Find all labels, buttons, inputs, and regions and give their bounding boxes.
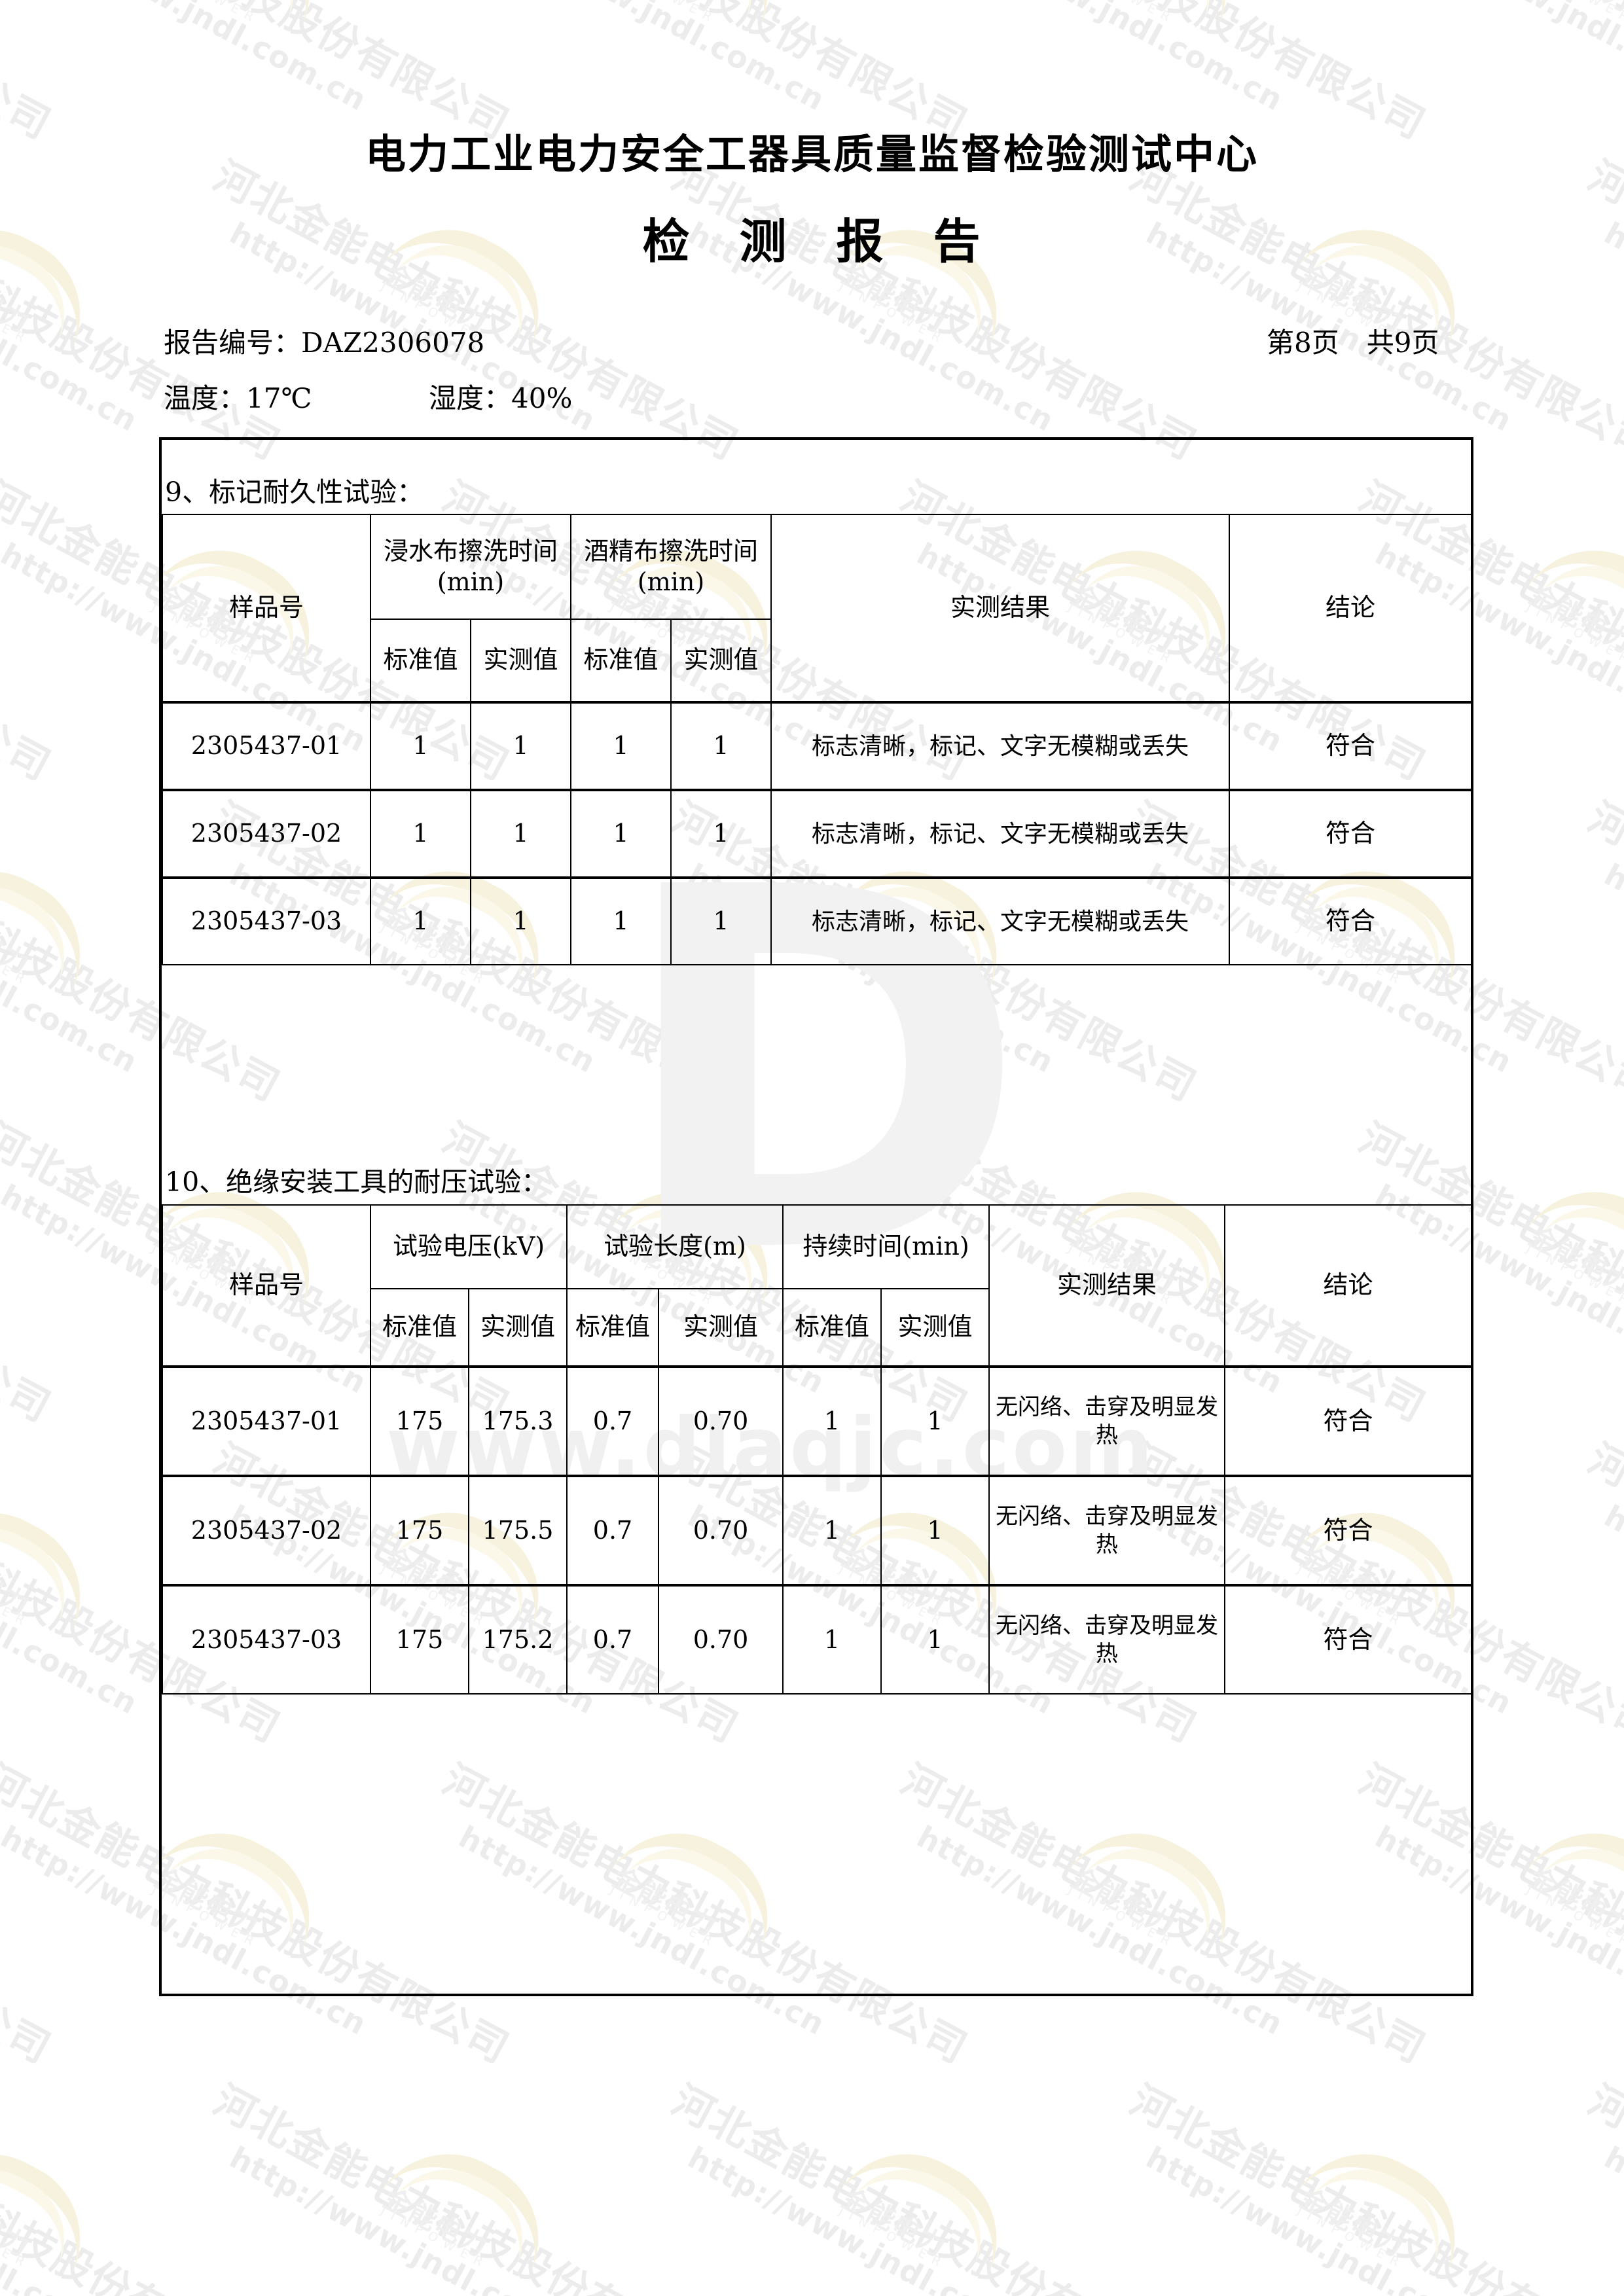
cell-alcohol-measured: 1 bbox=[670, 789, 772, 878]
cell-duration-measured: 1 bbox=[880, 1365, 990, 1477]
cell-conclusion: 符合 bbox=[1224, 1584, 1472, 1695]
cell-length-standard: 0.7 bbox=[566, 1584, 659, 1695]
cell-duration-measured: 1 bbox=[880, 1475, 990, 1586]
cell-voltage-measured: 175.5 bbox=[468, 1475, 568, 1586]
cell-sample-no: 2305437-03 bbox=[162, 1584, 371, 1695]
table-row: 2305437-01 175 175.3 0.7 0.70 1 1 无闪络、击穿… bbox=[162, 1365, 1472, 1477]
col-group-length: 试验长度(m) bbox=[566, 1204, 784, 1289]
report-number: 报告编号：DAZ2306078 bbox=[164, 327, 485, 359]
col-alcohol-measured: 实测值 bbox=[670, 619, 772, 703]
cell-sample-no: 2305437-01 bbox=[162, 701, 371, 791]
cell-voltage-standard: 175 bbox=[370, 1365, 469, 1477]
col-duration-measured: 实测值 bbox=[880, 1288, 990, 1367]
cell-result: 无闪络、击穿及明显发热 bbox=[988, 1475, 1225, 1586]
cell-alcohol-standard: 1 bbox=[570, 701, 672, 791]
cell-length-measured: 0.70 bbox=[658, 1365, 784, 1477]
col-result: 实测结果 bbox=[770, 514, 1231, 703]
cell-length-measured: 0.70 bbox=[658, 1475, 784, 1586]
cell-conclusion: 符合 bbox=[1224, 1475, 1472, 1586]
cell-water-standard: 1 bbox=[370, 701, 471, 791]
cell-result: 标志清晰，标记、文字无模糊或丢失 bbox=[770, 701, 1231, 791]
table-header-row-top: 样品号 试验电压(kV) 试验长度(m) 持续时间(min) 实测结果 结论 bbox=[162, 1204, 1472, 1367]
col-water-measured: 实测值 bbox=[469, 619, 572, 703]
col-result: 实测结果 bbox=[988, 1204, 1225, 1367]
cell-voltage-measured: 175.3 bbox=[468, 1365, 568, 1477]
cell-duration-standard: 1 bbox=[782, 1584, 882, 1695]
table-header-row-sub: 标准值 实测值 标准值 实测值 bbox=[162, 619, 1471, 703]
col-group-voltage: 试验电压(kV) bbox=[370, 1204, 568, 1289]
col-group-water-line2: (min) bbox=[437, 567, 505, 596]
cell-result: 标志清晰，标记、文字无模糊或丢失 bbox=[770, 789, 1231, 878]
cell-alcohol-standard: 1 bbox=[570, 876, 672, 965]
mark-durability-table: 样品号 浸水布擦洗时间 (min) 酒精布擦洗时间 (min) 实测结果 结论 … bbox=[162, 514, 1473, 965]
cell-result: 标志清晰，标记、文字无模糊或丢失 bbox=[770, 876, 1231, 965]
page-indicator: 第8页 共9页 bbox=[1267, 327, 1439, 359]
col-group-alcohol-line2: (min) bbox=[637, 567, 705, 596]
table-row: 2305437-02 1 1 1 1 标志清晰，标记、文字无模糊或丢失 符合 bbox=[162, 789, 1473, 878]
cell-conclusion: 符合 bbox=[1229, 789, 1473, 878]
section-10-heading: 10、绝缘安装工具的耐压试验： bbox=[165, 1166, 549, 1198]
col-sample-no: 样品号 bbox=[162, 1204, 371, 1367]
organization-title: 电力工业电力安全工器具质量监督检验测试中心 bbox=[365, 130, 1259, 178]
cell-voltage-standard: 175 bbox=[370, 1475, 469, 1586]
cell-alcohol-measured: 1 bbox=[670, 876, 772, 965]
col-duration-standard: 标准值 bbox=[782, 1288, 882, 1367]
table-row: 2305437-01 1 1 1 1 标志清晰，标记、文字无模糊或丢失 符合 bbox=[162, 701, 1473, 791]
col-voltage-standard: 标准值 bbox=[370, 1288, 469, 1367]
col-voltage-measured: 实测值 bbox=[468, 1288, 568, 1367]
cell-conclusion: 符合 bbox=[1224, 1365, 1472, 1477]
cell-duration-standard: 1 bbox=[782, 1475, 882, 1586]
cell-voltage-standard: 175 bbox=[370, 1584, 469, 1695]
cell-water-measured: 1 bbox=[469, 876, 572, 965]
cell-water-measured: 1 bbox=[469, 701, 572, 791]
cell-length-standard: 0.7 bbox=[566, 1365, 659, 1477]
col-conclusion: 结论 bbox=[1229, 514, 1473, 703]
cell-result: 无闪络、击穿及明显发热 bbox=[988, 1584, 1225, 1695]
col-sample-no: 样品号 bbox=[162, 514, 371, 703]
table-row: 2305437-03 1 1 1 1 标志清晰，标记、文字无模糊或丢失 符合 bbox=[162, 876, 1473, 965]
cell-sample-no: 2305437-01 bbox=[162, 1365, 371, 1477]
cell-duration-standard: 1 bbox=[782, 1365, 882, 1477]
col-water-standard: 标准值 bbox=[370, 619, 471, 703]
table-header-row-top: 样品号 浸水布擦洗时间 (min) 酒精布擦洗时间 (min) 实测结果 结论 bbox=[162, 514, 1473, 703]
cell-sample-no: 2305437-02 bbox=[162, 1475, 371, 1586]
cell-water-standard: 1 bbox=[370, 876, 471, 965]
cell-alcohol-measured: 1 bbox=[670, 701, 772, 791]
col-group-duration: 持续时间(min) bbox=[782, 1204, 990, 1289]
col-group-alcohol: 酒精布擦洗时间 (min) bbox=[570, 514, 772, 620]
report-body-frame bbox=[159, 437, 1473, 1996]
col-length-measured: 实测值 bbox=[658, 1288, 784, 1367]
col-group-water-line1: 浸水布擦洗时间 bbox=[384, 536, 558, 565]
page-title: 检 测 报 告 bbox=[642, 213, 982, 269]
table-row: 2305437-02 175 175.5 0.7 0.70 1 1 无闪络、击穿… bbox=[162, 1475, 1472, 1586]
cell-voltage-measured: 175.2 bbox=[468, 1584, 568, 1695]
cell-sample-no: 2305437-02 bbox=[162, 789, 371, 878]
col-group-alcohol-line1: 酒精布擦洗时间 bbox=[584, 536, 759, 565]
table-header-row-sub: 标准值 实测值 标准值 实测值 标准值 实测值 bbox=[162, 1288, 1471, 1367]
col-alcohol-standard: 标准值 bbox=[570, 619, 672, 703]
col-group-water: 浸水布擦洗时间 (min) bbox=[369, 514, 572, 620]
cell-conclusion: 符合 bbox=[1229, 701, 1473, 791]
col-conclusion: 结论 bbox=[1224, 1204, 1472, 1367]
section-9-heading: 9、标记耐久性试验： bbox=[165, 476, 424, 508]
cell-sample-no: 2305437-03 bbox=[162, 876, 371, 965]
col-length-standard: 标准值 bbox=[566, 1288, 659, 1367]
cell-length-standard: 0.7 bbox=[566, 1475, 659, 1586]
table-row: 2305437-03 175 175.2 0.7 0.70 1 1 无闪络、击穿… bbox=[162, 1584, 1472, 1695]
cell-water-standard: 1 bbox=[370, 789, 471, 878]
cell-duration-measured: 1 bbox=[880, 1584, 990, 1695]
cell-water-measured: 1 bbox=[469, 789, 572, 878]
humidity-value: 湿度：40% bbox=[429, 382, 573, 414]
cell-alcohol-standard: 1 bbox=[570, 789, 672, 878]
withstand-voltage-table: 样品号 试验电压(kV) 试验长度(m) 持续时间(min) 实测结果 结论 标… bbox=[162, 1204, 1472, 1695]
cell-conclusion: 符合 bbox=[1229, 876, 1473, 965]
temperature-value: 温度：17℃ bbox=[164, 382, 312, 414]
cell-result: 无闪络、击穿及明显发热 bbox=[988, 1365, 1225, 1477]
cell-length-measured: 0.70 bbox=[658, 1584, 784, 1695]
